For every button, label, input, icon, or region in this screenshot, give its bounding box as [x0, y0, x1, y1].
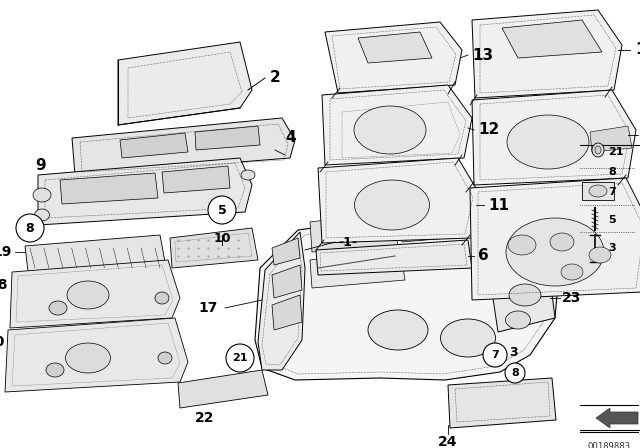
Text: 9: 9 — [35, 158, 45, 172]
Polygon shape — [318, 158, 480, 243]
Polygon shape — [400, 205, 485, 242]
Polygon shape — [170, 228, 258, 268]
Polygon shape — [255, 205, 560, 380]
Text: 12: 12 — [478, 122, 499, 138]
Polygon shape — [325, 22, 462, 93]
Ellipse shape — [508, 235, 536, 255]
Text: 16: 16 — [635, 43, 640, 57]
Text: 7: 7 — [491, 350, 499, 360]
Text: 10: 10 — [213, 232, 231, 245]
Ellipse shape — [368, 310, 428, 350]
Ellipse shape — [550, 233, 574, 251]
Text: 5: 5 — [608, 215, 616, 225]
Text: 3: 3 — [509, 345, 517, 358]
Ellipse shape — [241, 170, 255, 180]
Text: 7: 7 — [608, 187, 616, 197]
Text: 8: 8 — [26, 221, 35, 234]
Text: 21: 21 — [232, 353, 248, 363]
Polygon shape — [178, 370, 268, 408]
Ellipse shape — [589, 185, 607, 197]
Text: OO189883: OO189883 — [588, 442, 630, 448]
Text: -1-: -1- — [338, 236, 357, 249]
Text: 4: 4 — [285, 130, 296, 146]
Polygon shape — [38, 158, 252, 225]
Text: 2: 2 — [270, 70, 281, 86]
Circle shape — [226, 344, 254, 372]
Text: 8: 8 — [511, 368, 519, 378]
Ellipse shape — [158, 352, 172, 364]
Text: 24: 24 — [438, 435, 458, 448]
Ellipse shape — [440, 319, 495, 357]
Polygon shape — [272, 265, 302, 298]
Polygon shape — [472, 10, 622, 98]
Polygon shape — [590, 126, 632, 152]
Ellipse shape — [589, 247, 611, 263]
Polygon shape — [596, 408, 638, 428]
Polygon shape — [472, 90, 636, 185]
Text: 22: 22 — [195, 411, 214, 425]
Polygon shape — [358, 32, 432, 63]
Polygon shape — [162, 166, 230, 193]
Ellipse shape — [49, 301, 67, 315]
Polygon shape — [258, 232, 305, 370]
Polygon shape — [316, 240, 472, 275]
Ellipse shape — [65, 343, 111, 373]
Polygon shape — [120, 133, 188, 158]
Ellipse shape — [33, 188, 51, 202]
Polygon shape — [195, 126, 260, 150]
Text: 13: 13 — [472, 47, 493, 63]
Polygon shape — [10, 260, 180, 328]
Circle shape — [16, 214, 44, 242]
Polygon shape — [470, 178, 640, 300]
Text: 20: 20 — [0, 335, 5, 349]
Polygon shape — [5, 318, 188, 392]
Text: 8: 8 — [608, 167, 616, 177]
Polygon shape — [490, 262, 555, 332]
Polygon shape — [310, 212, 398, 252]
Ellipse shape — [35, 209, 49, 221]
Ellipse shape — [507, 115, 589, 169]
Text: 6: 6 — [478, 249, 489, 263]
Ellipse shape — [67, 281, 109, 309]
Polygon shape — [25, 235, 165, 272]
Text: 3: 3 — [608, 243, 616, 253]
Polygon shape — [502, 20, 602, 58]
Circle shape — [505, 363, 525, 383]
Text: 5: 5 — [218, 203, 227, 216]
Ellipse shape — [509, 284, 541, 306]
Ellipse shape — [155, 292, 169, 304]
Text: 21: 21 — [608, 147, 623, 157]
Ellipse shape — [355, 180, 429, 230]
Circle shape — [208, 196, 236, 224]
Polygon shape — [72, 118, 295, 175]
Polygon shape — [582, 182, 614, 200]
Ellipse shape — [561, 264, 583, 280]
Text: 19: 19 — [0, 245, 12, 259]
Polygon shape — [272, 295, 302, 330]
Text: 18: 18 — [0, 278, 8, 292]
Polygon shape — [272, 238, 300, 265]
Ellipse shape — [354, 106, 426, 154]
Polygon shape — [322, 85, 472, 165]
Polygon shape — [60, 173, 158, 204]
Polygon shape — [118, 42, 252, 125]
Text: 23: 23 — [562, 291, 581, 305]
Text: 11: 11 — [488, 198, 509, 212]
Circle shape — [483, 343, 507, 367]
Polygon shape — [448, 378, 556, 428]
Polygon shape — [310, 248, 405, 288]
Ellipse shape — [506, 311, 531, 329]
Ellipse shape — [46, 363, 64, 377]
Text: 17: 17 — [198, 301, 218, 315]
Ellipse shape — [506, 218, 604, 286]
Ellipse shape — [595, 146, 601, 154]
Ellipse shape — [592, 143, 604, 157]
